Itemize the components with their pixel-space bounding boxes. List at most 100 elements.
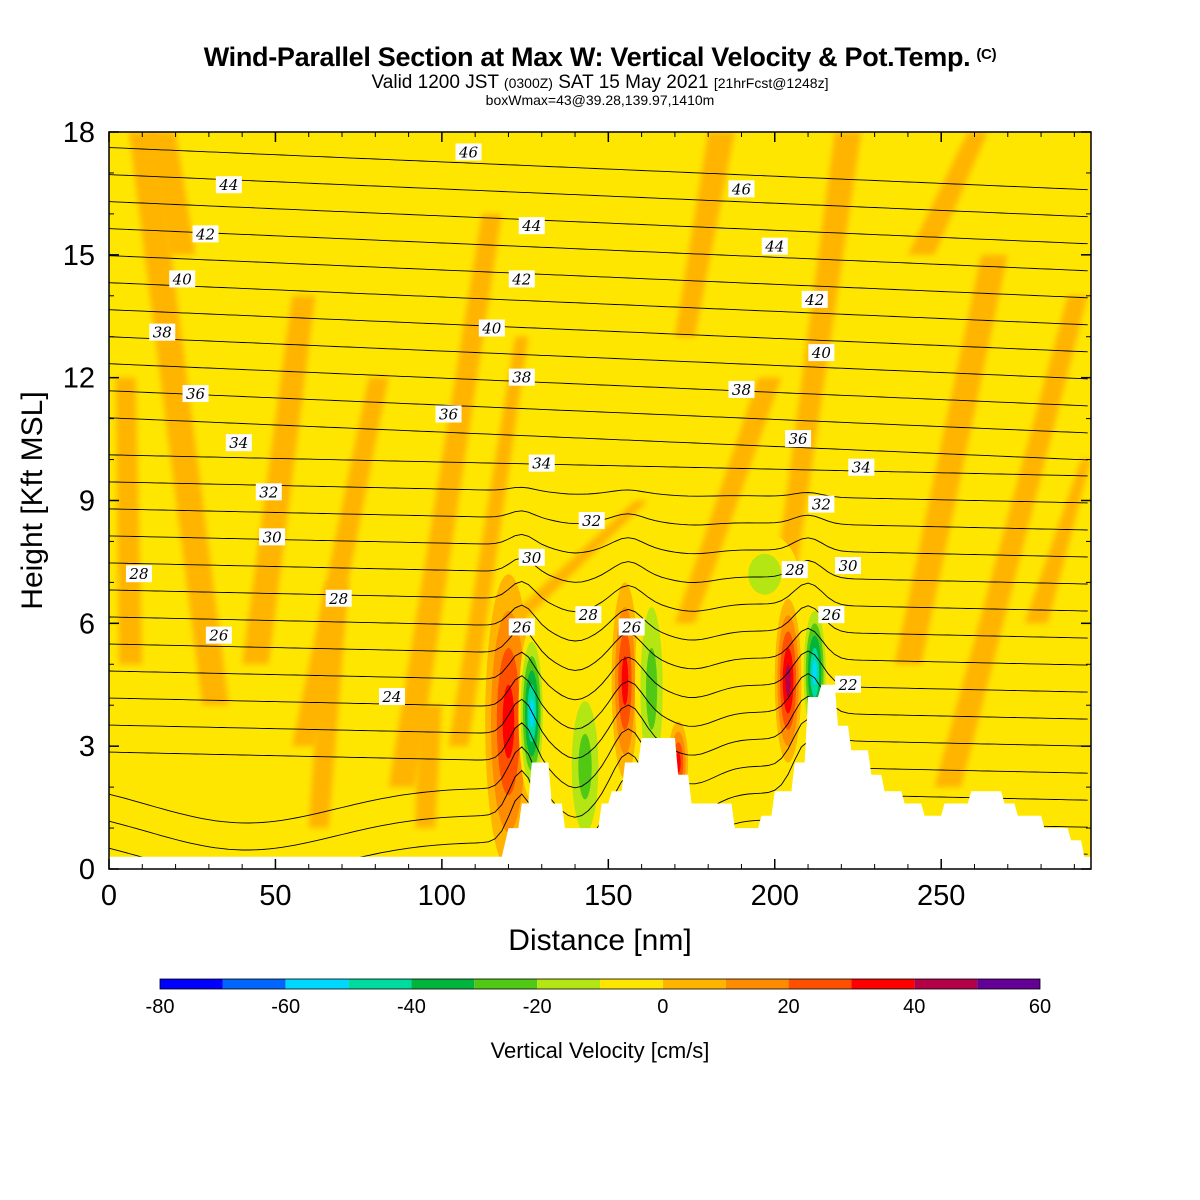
- updraft-stripe: [448, 336, 529, 747]
- colorbar-bin: [222, 979, 286, 989]
- contour-label-box: [225, 434, 252, 452]
- colorbar-tick-label: 40: [903, 996, 925, 1018]
- w-cell: [578, 733, 592, 800]
- updraft-stripe: [894, 254, 1008, 665]
- contour-label: 36: [785, 430, 812, 448]
- theta-contour-line: [109, 417, 1088, 461]
- contour-label-box: [205, 626, 232, 644]
- theta-contour-line: [109, 390, 1088, 434]
- contour-label-text: 36: [789, 430, 809, 448]
- colorbar-bin: [977, 979, 1040, 989]
- contour-label-text: 32: [582, 512, 601, 530]
- contour-label-text: 36: [439, 406, 459, 424]
- contour-label-text: 44: [218, 176, 238, 194]
- theta-contour-line: [109, 282, 1088, 326]
- contour-label: 24: [378, 688, 405, 706]
- contour-label: 42: [192, 225, 219, 243]
- contour-label-text: 26: [821, 606, 842, 624]
- x-tick-label: 0: [101, 880, 117, 912]
- subtitle-valid: Valid 1200 JST: [371, 72, 499, 93]
- contour-label: 22: [834, 675, 861, 694]
- theta-contours: [109, 147, 1088, 869]
- contour-label-box: [378, 688, 405, 706]
- contour-label-box: [808, 495, 835, 513]
- updraft-stripe: [242, 295, 316, 665]
- contour-label-text: 26: [621, 618, 642, 636]
- subtitle-utc: (0300Z): [503, 75, 553, 91]
- colorbar-bin: [348, 979, 412, 989]
- contour-label: 30: [259, 528, 286, 546]
- contour-label-box: [728, 380, 755, 398]
- theta-contour-line: [109, 309, 1088, 353]
- contour-label: 40: [808, 344, 835, 362]
- colorbar-bin: [411, 979, 475, 989]
- theta-contour-line: [109, 695, 1088, 759]
- contour-label: 40: [478, 319, 505, 338]
- plot-area: [109, 132, 1091, 869]
- w-cell: [748, 553, 782, 595]
- contour-label-text: 28: [578, 606, 598, 624]
- colorbar-bin: [662, 979, 726, 989]
- contour-label: 42: [508, 270, 535, 288]
- contour-label: 34: [225, 434, 252, 452]
- contour-label-box: [325, 589, 352, 607]
- contour-label-box: [215, 176, 242, 194]
- contour-label-box: [518, 548, 545, 566]
- colorbar-title: Vertical Velocity [cm/s]: [491, 1038, 710, 1063]
- contour-label-text: 40: [481, 320, 502, 338]
- contour-label-text: 34: [532, 455, 551, 473]
- theta-contour-line: [109, 718, 1088, 789]
- contour-label: 28: [575, 606, 602, 624]
- contour-label-text: 38: [153, 324, 172, 342]
- chart-subtitle: Valid 1200 JST (0300Z) SAT 15 May 2021 […: [0, 72, 1200, 94]
- colorbar-bin: [851, 979, 915, 989]
- chart-title-suffix: (C): [976, 46, 997, 63]
- updraft-stripe: [501, 500, 649, 624]
- updraft-stripe: [292, 377, 389, 747]
- x-axis-title: Distance [nm]: [508, 924, 691, 957]
- contour-label-text: 22: [837, 676, 857, 694]
- colorbar-tick-label: -80: [146, 996, 175, 1018]
- contour-label-text: 30: [263, 528, 283, 546]
- w-cell: [646, 647, 658, 730]
- subtitle-forecast: [21hrFcst@1248z]: [713, 75, 829, 91]
- colorbar-bin: [537, 979, 600, 989]
- theta-contour-line: [109, 581, 1088, 613]
- chart-title: Wind-Parallel Section at Max W: Vertical…: [0, 42, 1200, 73]
- contour-label-text: 46: [458, 143, 479, 161]
- contour-label-box: [508, 618, 535, 636]
- y-tick-label: 12: [63, 363, 95, 395]
- contour-label-text: 44: [764, 238, 784, 256]
- contour-label-box: [818, 606, 845, 624]
- y-tick-label: 18: [63, 117, 95, 149]
- contour-label-box: [785, 430, 812, 448]
- updraft-stripe: [388, 213, 502, 788]
- theta-contour-line: [109, 627, 1088, 671]
- y-tick-label: 6: [79, 608, 95, 640]
- contour-label-text: 44: [521, 217, 541, 235]
- theta-contour-line: [109, 255, 1088, 299]
- updraft-stripe: [674, 377, 782, 624]
- colorbar-tick-label: 20: [777, 996, 799, 1018]
- colorbar-bin: [160, 979, 223, 989]
- contour-label-box: [761, 237, 788, 255]
- updraft-stripe: [1024, 459, 1091, 624]
- contour-label: 38: [149, 323, 176, 342]
- colorbar-tick-label: -40: [397, 996, 426, 1018]
- contour-label-text: 42: [804, 291, 824, 309]
- contour-label: 28: [325, 589, 352, 608]
- colorbar-tick-label: -20: [523, 996, 552, 1018]
- contour-label-box: [834, 557, 861, 575]
- w-cell: [529, 699, 534, 728]
- contour-label: 32: [808, 495, 835, 514]
- contour-label-box: [781, 561, 808, 579]
- updraft-stripe: [115, 377, 143, 665]
- updraft-stripe: [415, 705, 442, 829]
- contour-label-text: 24: [381, 688, 401, 706]
- contour-label-box: [435, 405, 462, 423]
- contour-label-text: 46: [731, 180, 752, 198]
- contour-label-box: [169, 270, 196, 288]
- contour-label: 32: [255, 483, 282, 501]
- contour-label-text: 40: [811, 344, 832, 362]
